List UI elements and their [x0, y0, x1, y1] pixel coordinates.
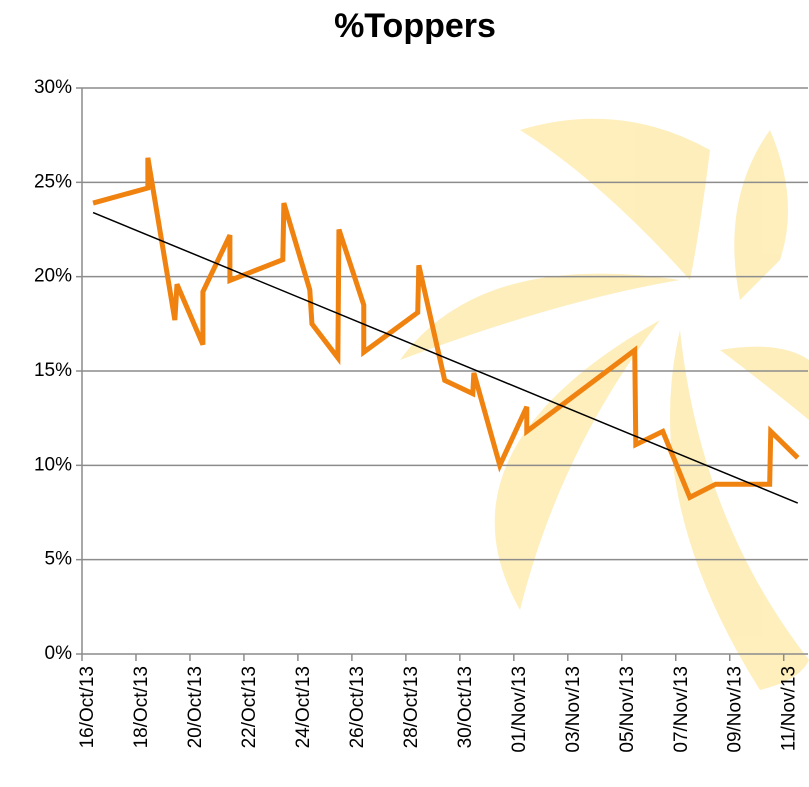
x-tick-label: 11/Nov/13	[779, 666, 800, 751]
y-tick-label: 10%	[34, 454, 72, 475]
background-decoration	[400, 118, 809, 690]
trend-line	[92, 211, 799, 504]
x-tick-label: 01/Nov/13	[509, 666, 530, 753]
x-tick-label: 03/Nov/13	[563, 666, 584, 753]
x-tick-label: 24/Oct/13	[293, 666, 314, 748]
y-tick-label: 30%	[34, 77, 72, 98]
x-tick-label: 18/Oct/13	[131, 666, 152, 748]
x-tick-label: 05/Nov/13	[617, 666, 638, 753]
x-tick-label: 07/Nov/13	[671, 666, 692, 753]
x-tick-label: 22/Oct/13	[239, 666, 260, 748]
x-tick-label: 26/Oct/13	[347, 666, 368, 748]
y-tick-label: 25%	[34, 171, 72, 192]
y-tick-label: 0%	[45, 643, 73, 664]
x-tick-label: 28/Oct/13	[401, 666, 422, 748]
data-line	[92, 157, 800, 501]
x-tick-label: 09/Nov/13	[725, 666, 746, 753]
x-tick-label: 16/Oct/13	[77, 666, 98, 748]
y-tick-label: 20%	[34, 266, 72, 287]
x-tick-label: 20/Oct/13	[185, 666, 206, 748]
chart-title: %Toppers	[334, 7, 496, 45]
x-tick-label: 30/Oct/13	[455, 666, 476, 748]
y-tick-label: 5%	[45, 549, 73, 570]
y-tick-label: 15%	[34, 360, 72, 381]
